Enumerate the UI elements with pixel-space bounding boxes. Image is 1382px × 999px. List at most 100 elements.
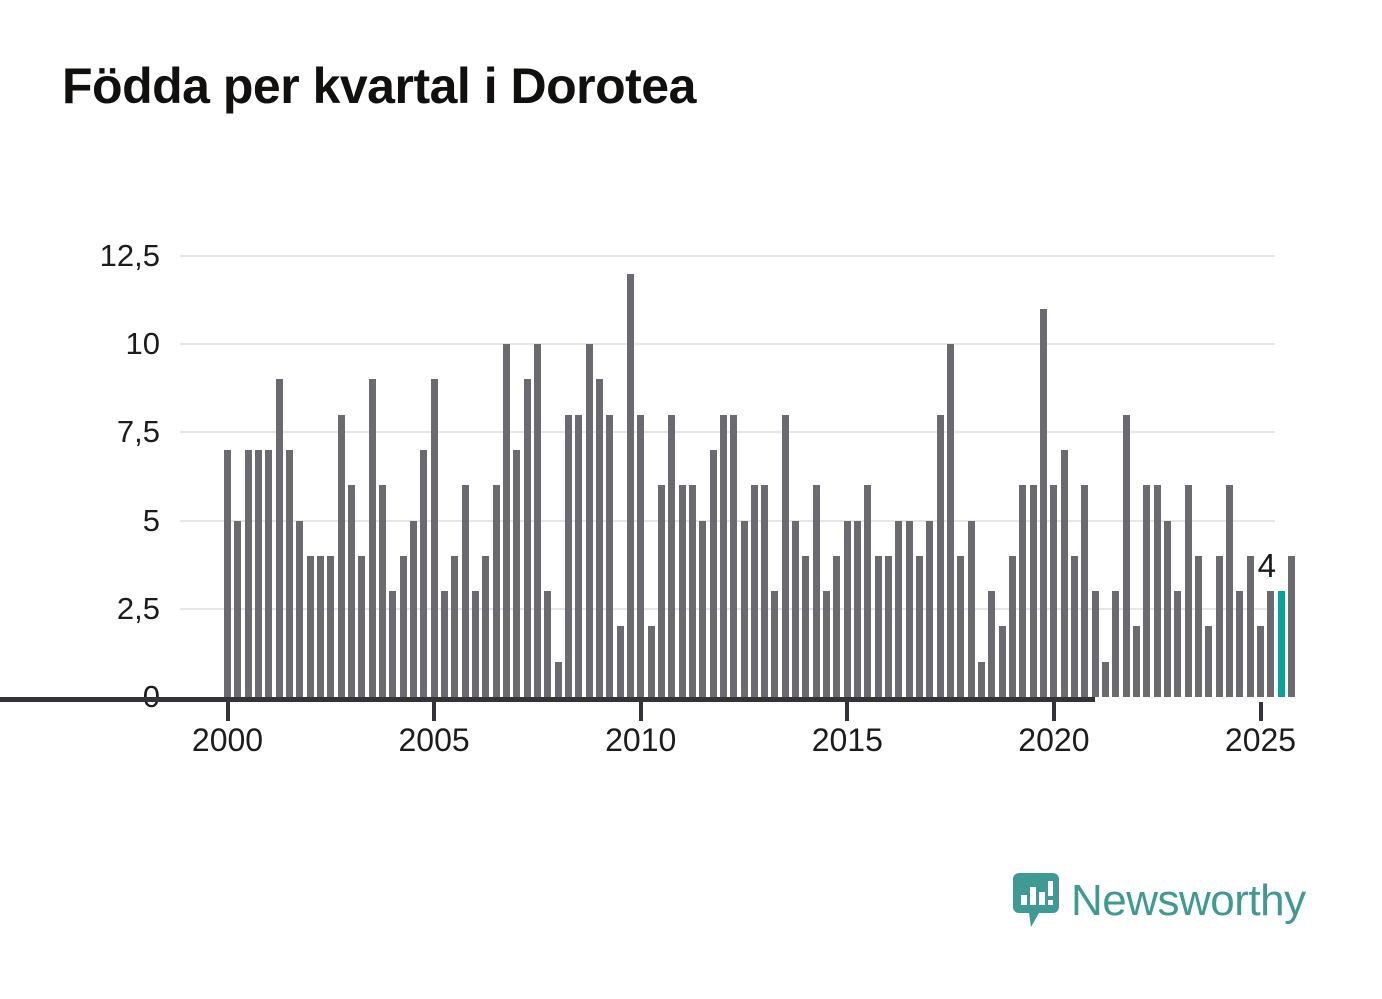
bar (802, 555, 810, 697)
bar (316, 555, 324, 697)
bar (471, 591, 479, 697)
bar (461, 485, 469, 697)
bar (420, 450, 428, 697)
x-axis-tick-label: 2015 (811, 722, 883, 758)
bar (585, 344, 593, 697)
bar (616, 626, 624, 697)
bar (368, 379, 376, 697)
bar (895, 520, 903, 697)
bar (771, 591, 779, 697)
bar (843, 520, 851, 697)
bar (544, 591, 552, 697)
bar (874, 555, 882, 697)
highlight-value-label: 4 (1257, 547, 1277, 585)
newsworthy-logo: Newsworthy (1013, 873, 1306, 929)
x-axis-tick-label: 2020 (1018, 722, 1090, 758)
y-axis-labels: 0 2,5 5 7,5 10 12,5 (60, 0, 160, 999)
gridline (180, 607, 1275, 610)
bar (533, 344, 541, 697)
y-axis-tick-label: 5 (142, 502, 160, 538)
bar (781, 414, 789, 697)
bar (275, 379, 283, 697)
bar (1060, 450, 1068, 697)
gridline (180, 431, 1275, 434)
x-axis-tick-mark (845, 702, 850, 721)
x-axis-tick-label: 2025 (1224, 722, 1297, 758)
gridline (180, 255, 1275, 257)
bar (347, 485, 355, 697)
bar (492, 485, 500, 697)
y-axis-tick-label: 0 (143, 679, 160, 715)
bar (502, 344, 510, 697)
bar (1050, 485, 1058, 697)
y-axis-tick-label: 7,5 (116, 414, 160, 450)
bar (337, 414, 345, 697)
bar (1226, 485, 1233, 697)
bar (688, 485, 696, 697)
bar (833, 555, 841, 697)
y-axis-tick-label: 10 (125, 326, 160, 362)
bar (244, 450, 252, 697)
bar (1205, 626, 1213, 697)
bar (224, 450, 231, 697)
bar (482, 555, 490, 697)
bar (967, 520, 975, 697)
bar (430, 379, 438, 697)
bar (1102, 661, 1110, 697)
gridline (180, 519, 1275, 522)
page-title: Födda per kvartal i Dorotea (62, 58, 696, 114)
bar (1091, 591, 1099, 697)
bar (885, 555, 893, 697)
newsworthy-bar-chart-speech-bubble-icon (1013, 873, 1059, 927)
bar (254, 450, 262, 697)
x-axis-tick-mark (1258, 702, 1263, 721)
x-axis-line (0, 697, 1095, 702)
bar (678, 485, 686, 697)
x-axis-tick-mark (1051, 702, 1056, 721)
bar (564, 414, 572, 697)
bar (1195, 555, 1203, 697)
bar (657, 485, 665, 697)
bar (306, 555, 314, 697)
bar (740, 520, 748, 697)
bar (606, 414, 614, 697)
bar (1184, 485, 1192, 697)
bar (1164, 520, 1172, 697)
bar (265, 450, 273, 697)
bar (626, 273, 634, 697)
bar (864, 485, 872, 697)
bar (409, 520, 417, 697)
x-axis-tick-mark (638, 702, 643, 721)
bar (595, 379, 603, 697)
bar (637, 414, 645, 697)
bar (957, 555, 965, 697)
bar (358, 555, 366, 697)
y-axis-tick-label: 2,5 (116, 590, 160, 626)
bar (936, 414, 944, 697)
bar (1246, 555, 1254, 697)
bar (1236, 591, 1244, 697)
bar (854, 520, 862, 697)
bar (761, 485, 769, 697)
bar (1071, 555, 1079, 697)
bar (513, 450, 521, 697)
bar (998, 626, 1006, 697)
x-axis-tick-mark (432, 702, 437, 721)
bar (1112, 591, 1120, 697)
bar (978, 661, 986, 697)
bar (1257, 626, 1264, 697)
bar (1081, 485, 1089, 697)
bar (823, 591, 831, 697)
gridline (180, 343, 1275, 346)
bar (812, 485, 820, 697)
bar (1215, 555, 1223, 697)
x-axis-tick-label: 2010 (605, 722, 677, 758)
bar (440, 591, 448, 697)
bar (1029, 485, 1037, 697)
bar (1040, 308, 1048, 697)
bar (709, 450, 717, 697)
logo-wordmark: Newsworthy (1071, 876, 1306, 925)
bar (389, 591, 397, 697)
bar (792, 520, 800, 697)
bars-group (224, 273, 1295, 697)
